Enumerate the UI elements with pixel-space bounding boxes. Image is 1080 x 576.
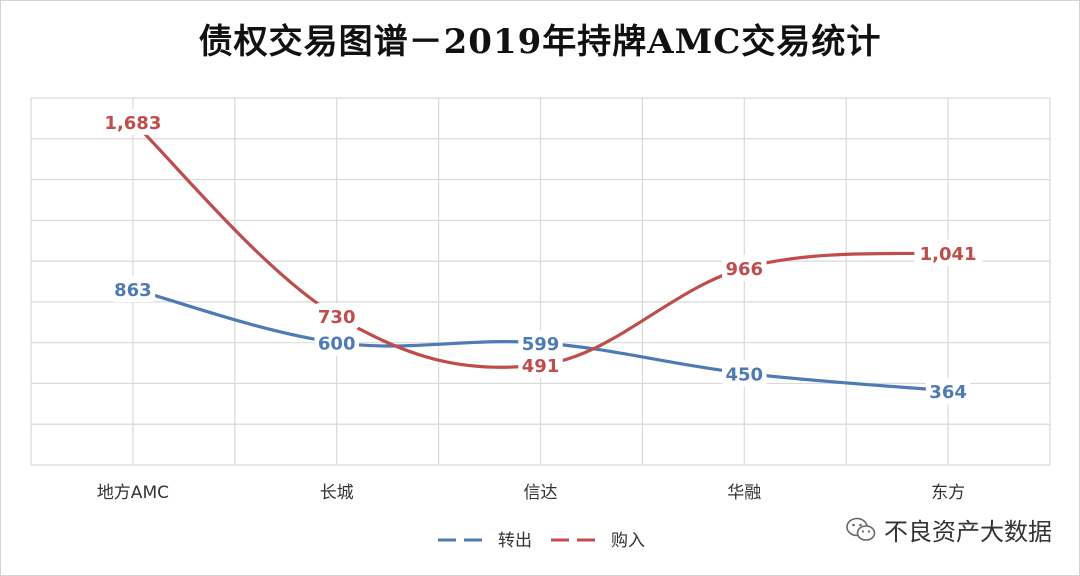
gridlines — [30, 97, 1051, 466]
data-label: 1,041 — [920, 244, 977, 265]
watermark-text: 不良资产大数据 — [884, 518, 1052, 546]
data-label: 450 — [726, 364, 764, 385]
data-label: 730 — [318, 307, 356, 328]
legend: 转出 购入 — [438, 531, 645, 551]
data-label-bg — [518, 351, 563, 378]
x-tick-label: 东方 — [931, 483, 965, 503]
legend-label-series-0: 转出 — [498, 531, 532, 551]
data-label: 364 — [929, 382, 967, 403]
legend-label-series-1: 购入 — [611, 531, 645, 551]
data-labels: 863 600 599 450 364 1,683 730 491 966 1,041 — [99, 108, 982, 404]
data-label-bg — [925, 377, 971, 404]
x-tick-label: 信达 — [524, 483, 558, 503]
data-label-bg — [914, 239, 982, 266]
data-label-bg — [314, 303, 359, 330]
data-label-bg — [314, 329, 359, 356]
data-label: 966 — [726, 259, 764, 280]
data-label: 863 — [114, 280, 152, 301]
chart-title: 债权交易图谱－2019年持牌AMC交易统计 — [198, 22, 882, 62]
data-label-bg — [110, 276, 156, 303]
data-label-bg — [99, 108, 167, 135]
data-label-bg — [722, 360, 767, 387]
data-label-bg — [518, 329, 563, 356]
data-label: 491 — [522, 356, 560, 377]
watermark: 不良资产大数据 — [846, 512, 1052, 547]
data-label: 1,683 — [104, 113, 161, 134]
data-label: 600 — [318, 334, 356, 355]
x-tick-label: 地方AMC — [97, 483, 169, 503]
wechat-icon — [846, 517, 876, 541]
x-axis: 地方AMC 长城 信达 华融 东方 — [97, 483, 965, 503]
data-label-bg — [722, 255, 767, 282]
x-tick-label: 华融 — [727, 483, 761, 503]
x-tick-label: 长城 — [320, 483, 354, 503]
data-label: 599 — [522, 334, 560, 355]
